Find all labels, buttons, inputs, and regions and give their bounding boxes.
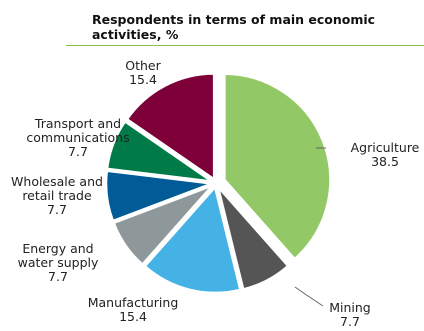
slice-label-manufacturing: Manufacturing 15.4 — [88, 295, 179, 324]
slice-label-wholesale-and-retail-trade: Wholesale and retail trade 7.7 — [11, 174, 103, 217]
pie-slice-agriculture — [223, 72, 332, 261]
slice-label-energy-and-water-supply: Energy and water supply 7.7 — [18, 241, 99, 284]
slice-label-transport-and-communications: Transport and communications 7.7 — [26, 116, 129, 159]
pie-slice-wholesale-and-retail-trade — [104, 169, 214, 223]
pie-slice-mining — [216, 185, 290, 291]
slice-labels: Agriculture 38.5 Mining 7.7 Manufacturing 15.… — [11, 58, 420, 329]
pie-slice-other — [125, 72, 216, 181]
chart-title: Respondents in terms of main economic ac… — [92, 12, 376, 42]
slice-label-agriculture: Agriculture 38.5 — [351, 140, 420, 169]
leader-line-mining — [294, 286, 324, 307]
slice-label-other: Other 15.4 — [125, 58, 161, 87]
pie-slice-transport-and-communications — [105, 120, 214, 183]
pie-slice-energy-and-water-supply — [112, 184, 214, 266]
pie-slices — [104, 72, 332, 295]
pie-slice-manufacturing — [143, 185, 242, 295]
slice-label-mining: Mining 7.7 — [329, 300, 371, 329]
title-divider — [66, 45, 424, 46]
leader-lines — [294, 147, 326, 307]
